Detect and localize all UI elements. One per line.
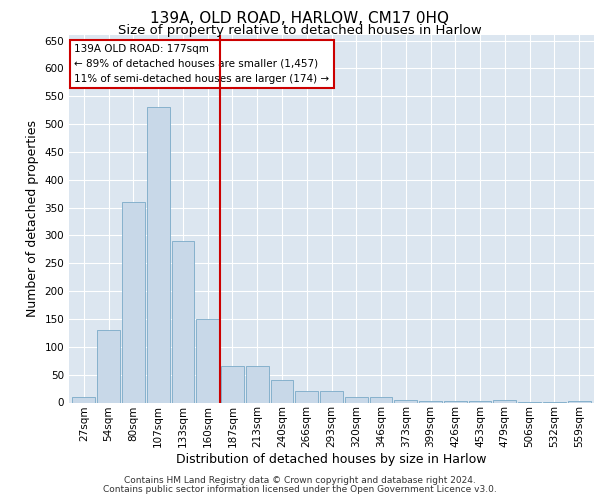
Bar [295,392,318,402]
Bar [444,401,467,402]
Bar [147,108,170,403]
Bar [394,400,417,402]
Bar [320,392,343,402]
Bar [172,241,194,402]
Bar [370,397,392,402]
Bar [73,397,95,402]
Text: Contains public sector information licensed under the Open Government Licence v3: Contains public sector information licen… [103,485,497,494]
Bar [345,397,368,402]
Bar [419,401,442,402]
Bar [221,366,244,402]
Bar [271,380,293,402]
Text: 139A, OLD ROAD, HARLOW, CM17 0HQ: 139A, OLD ROAD, HARLOW, CM17 0HQ [151,11,449,26]
Bar [196,319,219,402]
Bar [122,202,145,402]
X-axis label: Distribution of detached houses by size in Harlow: Distribution of detached houses by size … [176,453,487,466]
Text: Size of property relative to detached houses in Harlow: Size of property relative to detached ho… [118,24,482,37]
Text: 139A OLD ROAD: 177sqm
← 89% of detached houses are smaller (1,457)
11% of semi-d: 139A OLD ROAD: 177sqm ← 89% of detached … [74,44,329,84]
Bar [493,400,516,402]
Text: Contains HM Land Registry data © Crown copyright and database right 2024.: Contains HM Land Registry data © Crown c… [124,476,476,485]
Bar [97,330,120,402]
Bar [246,366,269,402]
Y-axis label: Number of detached properties: Number of detached properties [26,120,39,318]
